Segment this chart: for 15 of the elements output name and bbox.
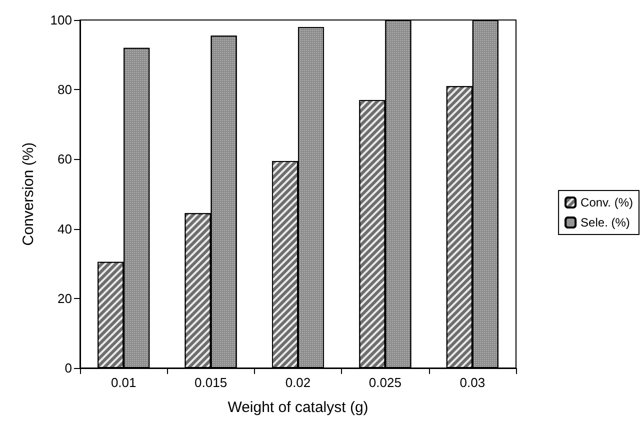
x-tick-label: 0.025: [368, 375, 402, 390]
x-tick-label: 0.02: [285, 375, 311, 390]
legend-label: Sele. (%): [580, 216, 630, 230]
y-tick-label: 0: [64, 360, 72, 376]
y-tick-label: 100: [50, 12, 72, 28]
x-axis-title: Weight of catalyst (g): [228, 399, 368, 416]
y-tick-label: 20: [58, 290, 72, 306]
x-tick-label: 0.03: [460, 375, 486, 390]
x-tick-label: 0.01: [110, 375, 136, 390]
y-tick-label: 60: [58, 152, 72, 167]
y-tick-label: 80: [58, 82, 72, 98]
legend-label: Conv. (%): [580, 196, 634, 210]
y-tick-label: 40: [58, 221, 72, 236]
y-axis-title: Conversion (%): [20, 142, 37, 246]
x-tick-label: 0.015: [194, 375, 228, 390]
